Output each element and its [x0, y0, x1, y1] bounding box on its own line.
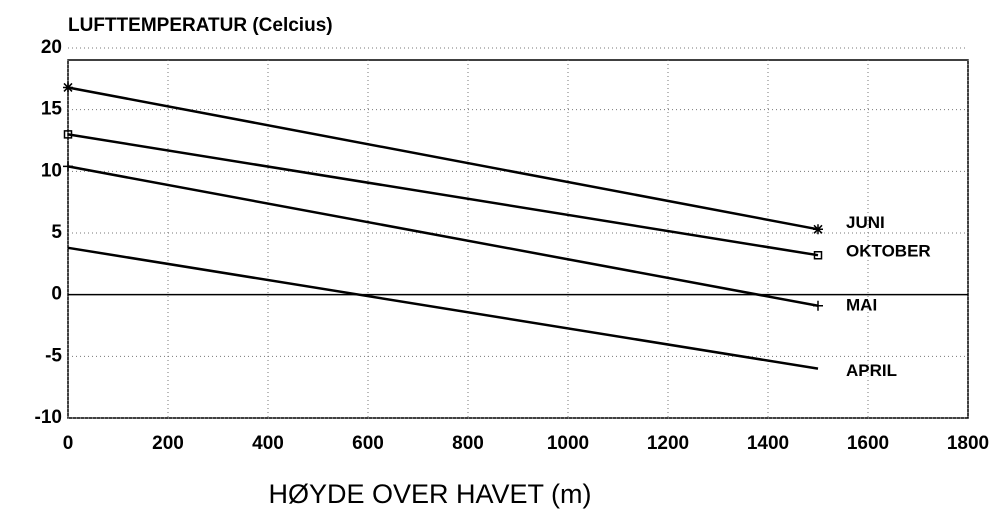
- marker: [63, 130, 73, 139]
- marker: [813, 224, 823, 235]
- y-tick-label: 5: [51, 222, 62, 243]
- y-tick-label: 15: [41, 99, 63, 120]
- y-tick-label: 10: [41, 160, 62, 181]
- x-tick-label: 0: [63, 433, 74, 454]
- series-line: [67, 86, 819, 231]
- x-tick-label: 200: [152, 433, 184, 454]
- x-tick-label: 1800: [947, 433, 989, 454]
- y-tick-label: -5: [45, 345, 62, 366]
- x-tick-label: 1600: [847, 433, 889, 454]
- y-tick-label: 0: [51, 284, 62, 305]
- marker: [813, 300, 823, 311]
- plot-frame: [67, 59, 969, 419]
- series-label: MAI: [846, 295, 877, 314]
- x-tick-label: 1200: [647, 433, 689, 454]
- x-tick-label: 1000: [547, 433, 589, 454]
- series-line: [67, 133, 819, 257]
- x-axis-label: HØYDE OVER HAVET (m): [268, 479, 591, 509]
- x-tick-label: 400: [252, 433, 284, 454]
- marker: [63, 82, 73, 93]
- series-label: OKTOBER: [846, 242, 931, 261]
- y-tick-label: 20: [41, 37, 62, 58]
- x-tick-label: 600: [352, 433, 384, 454]
- x-tick-label: 800: [452, 433, 484, 454]
- series-label: APRIL: [846, 361, 897, 380]
- marker: [63, 161, 73, 172]
- y-tick-label: -10: [35, 407, 62, 428]
- x-tick-label: 1400: [747, 433, 789, 454]
- series-line: [67, 165, 819, 307]
- chart-title: LUFTTEMPERATUR (Celcius): [68, 15, 333, 36]
- series-line: [67, 246, 819, 370]
- marker: [813, 250, 823, 260]
- series-label: JUNI: [846, 213, 885, 232]
